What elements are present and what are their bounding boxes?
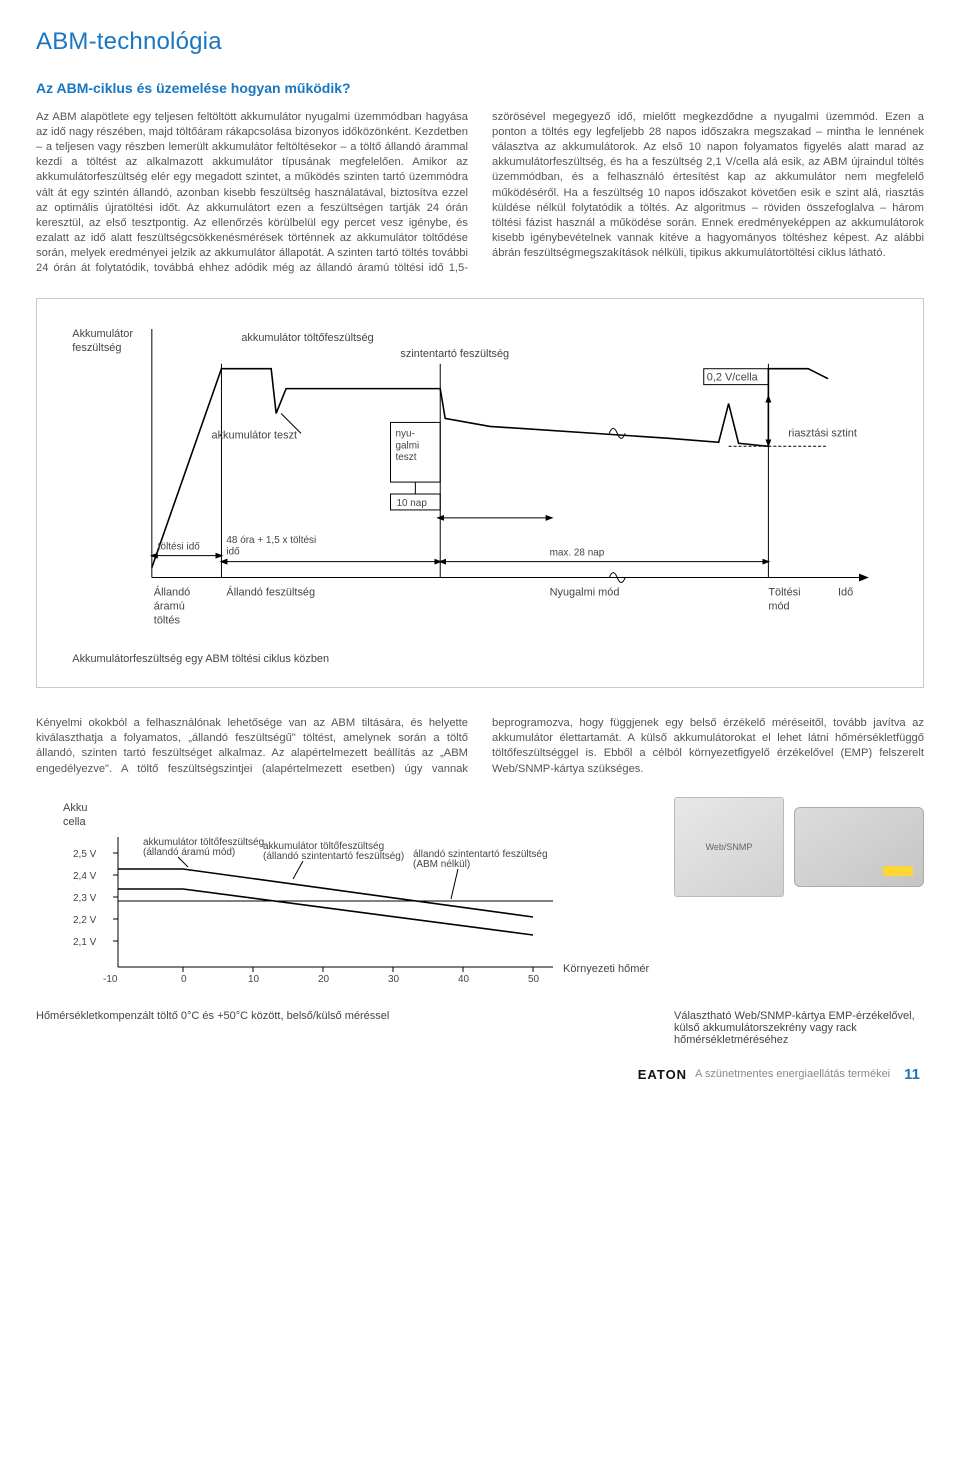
caption-right: Választható Web/SNMP-kártya EMP-érzékelő…	[674, 1010, 924, 1046]
chart1-ylabel-2: feszültség	[72, 342, 121, 354]
c1-max28: max. 28 nap	[550, 548, 605, 559]
phase1-2: áramú	[154, 601, 185, 613]
chart1-ylabel-1: Akkumulátor	[72, 328, 133, 340]
caption-left: Hőmérsékletkompenzált töltő 0°C és +50°C…	[36, 1010, 650, 1046]
c1-float-v: szintentartó feszültség	[400, 348, 509, 360]
product-images: Web/SNMP	[674, 797, 924, 897]
svg-text:(állandó áramú mód): (állandó áramú mód)	[143, 847, 235, 858]
c1-alarm: riasztási sztint	[788, 428, 857, 440]
chart1-caption: Akkumulátorfeszültség egy ABM töltési ci…	[72, 653, 329, 665]
c1-48h-2: idő	[226, 547, 240, 558]
svg-text:20: 20	[318, 974, 330, 985]
snmp-card-image: Web/SNMP	[674, 797, 784, 897]
c1-rest-2: galmi	[395, 440, 419, 451]
svg-text:Akku: Akku	[63, 802, 87, 814]
lower-body-text: Kényelmi okokból a felhasználónak lehető…	[36, 716, 924, 776]
svg-text:(állandó szintentartó feszülts: (állandó szintentartó feszültség)	[263, 851, 404, 862]
lower-paragraph: Kényelmi okokból a felhasználónak lehető…	[36, 716, 924, 776]
page-title: ABM-technológia	[36, 28, 924, 56]
main-body-text: Az ABM alapötlete egy teljesen feltöltöt…	[36, 110, 924, 276]
c1-rest-3: teszt	[395, 452, 416, 463]
svg-text:2,4 V: 2,4 V	[73, 871, 97, 882]
emp-sensor-image	[794, 807, 924, 887]
axis-end: Idő	[838, 587, 853, 599]
svg-text:2,1 V: 2,1 V	[73, 937, 97, 948]
footer-brand: EATON	[638, 1067, 687, 1082]
c1-drop: 0,2 V/cella	[707, 372, 759, 384]
footer-page: 11	[904, 1066, 920, 1083]
svg-text:2,5 V: 2,5 V	[73, 849, 97, 860]
phase2: Állandó feszültség	[226, 586, 315, 599]
footer-tagline: A szünetmentes energiaellátás termékei	[695, 1068, 890, 1080]
svg-text:cella: cella	[63, 816, 87, 828]
svg-text:0: 0	[181, 974, 187, 985]
svg-text:2,2 V: 2,2 V	[73, 915, 97, 926]
c1-rest-1: nyu-	[395, 429, 414, 440]
svg-text:2,3 V: 2,3 V	[73, 893, 97, 904]
svg-text:50: 50	[528, 974, 540, 985]
phase3: Nyugalmi mód	[550, 587, 620, 599]
section-subtitle: Az ABM-ciklus és üzemelése hogyan működi…	[36, 80, 924, 96]
c1-10nap: 10 nap	[396, 498, 427, 509]
phase1-3: töltés	[154, 615, 181, 627]
c1-48h-1: 48 óra + 1,5 x töltési	[226, 535, 316, 546]
main-paragraph: Az ABM alapötlete egy teljesen feltöltöt…	[36, 110, 924, 276]
c2-xlabel: Környezeti hőmérséklet	[563, 963, 650, 975]
svg-text:-10: -10	[103, 974, 118, 985]
page-footer: EATON A szünetmentes energiaellátás term…	[36, 1066, 924, 1083]
c1-charge-v: akkumulátor töltőfeszültség	[241, 332, 373, 344]
phase4-2: mód	[768, 601, 789, 613]
svg-text:30: 30	[388, 974, 400, 985]
phase1-1: Állandó	[154, 586, 190, 599]
svg-text:10: 10	[248, 974, 260, 985]
svg-text:(ABM nélkül): (ABM nélkül)	[413, 859, 470, 870]
temp-comp-chart: Akku cella 2,5 V 2,4 V 2,3 V 2,2 V 2,1 V…	[36, 797, 650, 1000]
c1-akktest: akkumulátor teszt	[212, 430, 298, 442]
c1-chargetime: töltési idő	[158, 542, 200, 553]
abm-cycle-chart: Akkumulátor feszültség akkumulátor töltő…	[36, 298, 924, 688]
phase4-1: Töltési	[768, 587, 800, 599]
svg-text:40: 40	[458, 974, 470, 985]
